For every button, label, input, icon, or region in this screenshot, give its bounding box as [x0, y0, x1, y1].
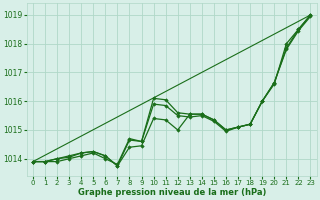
X-axis label: Graphe pression niveau de la mer (hPa): Graphe pression niveau de la mer (hPa)	[77, 188, 266, 197]
